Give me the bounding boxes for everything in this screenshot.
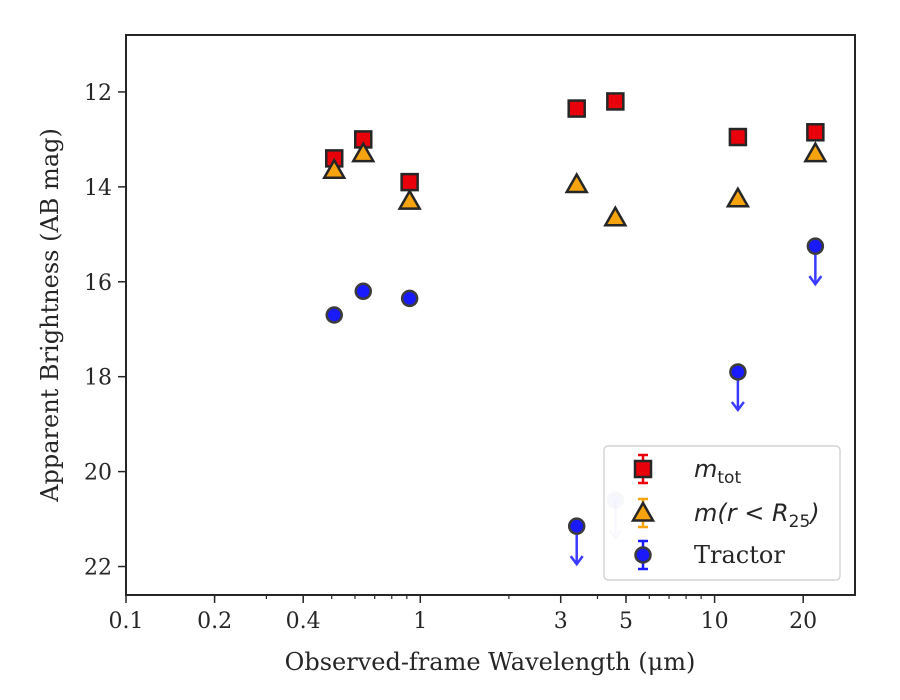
legend-label-m-r25: m(r < R25) (694, 499, 820, 532)
legend-marker-m-tot (633, 459, 653, 479)
y-axis-title: Apparent Brightness (AB mag) (36, 128, 64, 503)
legend-label-m-tot: mtot (694, 455, 741, 488)
m-tot-point (806, 123, 825, 142)
m-tot-point (728, 127, 748, 147)
tractor-point (354, 282, 373, 301)
tractor-point (567, 517, 586, 535)
plot-frame (125, 34, 856, 596)
legend-box (603, 445, 841, 581)
tractor-point (400, 289, 419, 308)
x-axis-title: Observed-frame Wavelength (μm) (285, 648, 696, 676)
legend-label-tractor: Tractor (694, 541, 785, 569)
x-tick-label: 0.4 (286, 609, 321, 634)
y-tick-label: 18 (84, 366, 112, 391)
m-r25-point (564, 171, 589, 194)
tractor-point (325, 306, 343, 324)
y-tick-label: 14 (84, 176, 112, 201)
legend: mtot m(r < R25) Tractor (603, 445, 841, 581)
x-tick-label: 20 (789, 609, 817, 634)
x-tick-label: 1 (413, 609, 427, 634)
m-r25-point (603, 205, 628, 227)
m-r25-point (351, 141, 376, 163)
m-r25-point (397, 188, 422, 210)
x-tick-label: 3 (554, 609, 568, 634)
legend-item-m-tot: mtot (633, 453, 741, 488)
y-tick-label: 16 (84, 271, 112, 296)
axis-ticks: 0.1 0.2 0.4 1 3 5 10 20 12 14 16 18 20 22 (84, 81, 817, 634)
legend-marker-tractor (634, 546, 652, 564)
y-tick-label: 20 (84, 461, 112, 486)
tractor-point (729, 363, 747, 381)
x-tick-label: 0.2 (197, 609, 232, 634)
m-tot-point (567, 99, 586, 118)
x-tick-label: 10 (701, 609, 729, 634)
m-r25-point (803, 141, 828, 163)
legend-item-tractor: Tractor (634, 539, 785, 571)
y-tick-label: 22 (84, 556, 112, 581)
legend-marker-m-r25 (630, 500, 656, 522)
x-tick-label: 0.1 (109, 609, 144, 634)
legend-item-m-r25: m(r < R25) (630, 497, 820, 532)
m-tot-point (606, 92, 625, 111)
y-tick-label: 12 (84, 81, 112, 106)
x-tick-label: 5 (619, 609, 633, 634)
m-r25-point (725, 186, 751, 208)
tractor-point (806, 237, 825, 255)
m-tot-point (400, 172, 419, 192)
m-r25-point (322, 157, 347, 180)
